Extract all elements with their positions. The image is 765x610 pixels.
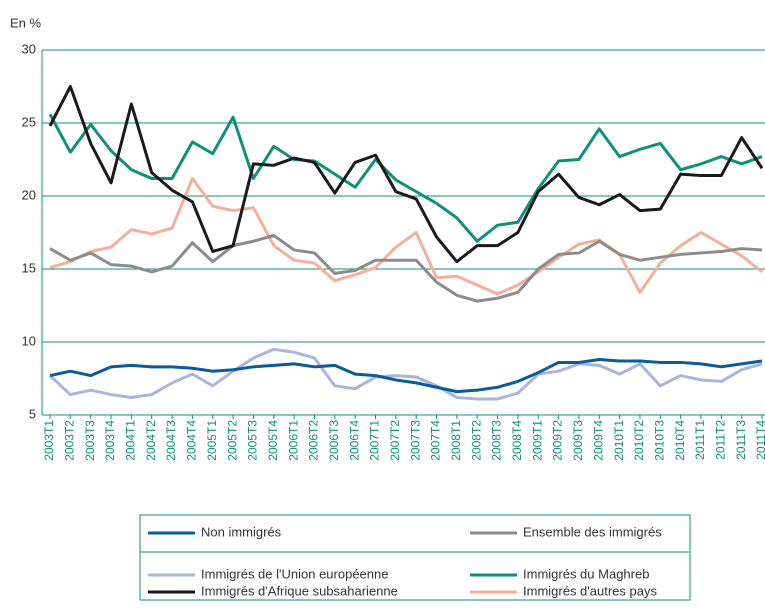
series-line (48, 113, 763, 243)
x-tick-label: 2011T1 (693, 420, 707, 460)
x-tick-label: 2009T1 (530, 420, 544, 461)
x-tick-label: 2007T1 (368, 420, 382, 461)
y-axis-label: En % (10, 15, 42, 30)
legend-label: Immigrés d'Afrique subsaharienne (201, 583, 398, 598)
x-tick-label: 2005T3 (246, 420, 260, 461)
x-tick-label: 2009T2 (551, 420, 565, 461)
x-tick-label: 2005T2 (225, 420, 239, 461)
legend-label: Immigrés du Maghreb (523, 566, 649, 581)
legend-label: Immigrés d'autres pays (523, 583, 657, 598)
series-line (49, 176, 763, 296)
x-tick-label: 2005T1 (205, 420, 219, 461)
x-tick-label: 2008T2 (469, 420, 483, 461)
y-tick-label: 10 (22, 333, 36, 348)
x-tick-label: 2004T1 (124, 420, 138, 461)
x-tick-label: 2005T4 (266, 420, 280, 461)
x-tick-label: 2003T4 (103, 420, 117, 461)
x-tick-label: 2010T4 (673, 420, 687, 461)
y-tick-label: 25 (22, 114, 36, 129)
x-tick-label: 2007T4 (429, 420, 443, 461)
x-tick-label: 2004T2 (144, 420, 158, 461)
x-tick-label: 2010T2 (632, 420, 646, 461)
y-tick-label: 30 (22, 41, 36, 56)
x-tick-label: 2006T3 (327, 420, 341, 461)
legend-label: Ensemble des immigrés (523, 524, 662, 539)
legend-box (139, 514, 691, 601)
x-tick-label: 2003T2 (63, 420, 77, 461)
x-tick-label: 2008T1 (449, 420, 463, 461)
x-tick-label: 2008T4 (510, 420, 524, 461)
x-tick-label: 2011T2 (713, 420, 727, 460)
legend-label: Non immigrés (201, 524, 282, 539)
series-line (48, 347, 763, 401)
x-tick-label: 2009T4 (591, 420, 605, 461)
series-line (49, 233, 763, 303)
x-tick-label: 2008T3 (490, 420, 504, 461)
x-tick-label: 2003T1 (42, 420, 56, 461)
x-tick-label: 2004T3 (164, 420, 178, 461)
x-tick-label: 2006T1 (286, 420, 300, 461)
series-line (48, 85, 764, 264)
y-tick-label: 20 (22, 187, 36, 202)
x-tick-label: 2007T3 (408, 420, 422, 461)
x-tick-label: 2010T1 (612, 420, 626, 461)
x-tick-label: 2003T3 (83, 420, 97, 461)
x-tick-label: 2009T3 (571, 420, 585, 461)
y-tick-label: 15 (22, 260, 36, 275)
x-tick-label: 2011T3 (734, 420, 748, 460)
x-tick-label: 2004T4 (185, 420, 199, 461)
x-tick-label: 2011T4 (754, 420, 765, 460)
series-line (49, 358, 763, 394)
x-tick-label: 2006T2 (307, 420, 321, 461)
x-tick-label: 2007T2 (388, 420, 402, 461)
x-tick-label: 2010T3 (652, 420, 666, 461)
legend-label: Immigrés de l'Union européenne (201, 566, 388, 581)
x-tick-label: 2006T4 (347, 420, 361, 461)
y-tick-label: 5 (29, 406, 36, 421)
